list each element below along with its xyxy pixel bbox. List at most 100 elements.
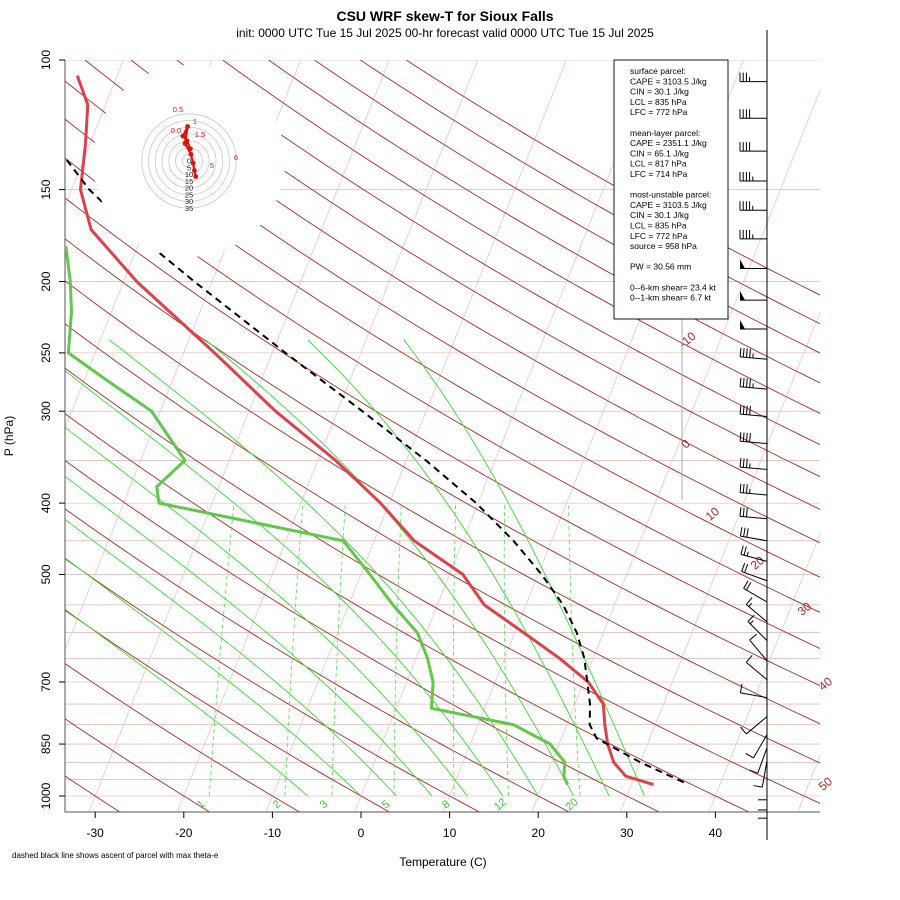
wind-barb-staff (745, 661, 768, 681)
wind-barb (745, 734, 768, 759)
wind-barb-half-flag (746, 551, 749, 557)
dewpoint-line (65, 243, 569, 786)
wind-barb-half-flag (749, 620, 754, 625)
parcel-ascent-line (65, 156, 685, 784)
info-box-line: mean-layer parcel: (630, 128, 700, 138)
hodograph-point (180, 133, 186, 139)
hodograph-ring-label: 20 (185, 184, 193, 193)
mixing-ratio-line (393, 503, 402, 797)
wind-barb-pennant (740, 319, 745, 329)
x-tick-label: -20 (175, 826, 193, 840)
hodograph-ring-label: 35 (185, 204, 193, 213)
dry-adiabat-line (176, 60, 820, 446)
wind-barb-flag (739, 683, 743, 693)
wind-barb-flag (742, 432, 745, 442)
hodograph-point-label: 6 (234, 153, 238, 162)
dry-adiabat-line (65, 238, 820, 687)
wind-barb-half-flag (748, 602, 753, 607)
wind-barb-pennant (740, 291, 745, 301)
wind-barb-flag (739, 405, 742, 415)
wind-barb-flag (742, 507, 745, 517)
wind-barb-staff (740, 492, 768, 496)
moist-adiabat-line (65, 518, 397, 797)
hodograph-point (185, 124, 191, 129)
info-box-line: CIN = 30.1 J/kg (630, 87, 689, 97)
axis-frame (64, 60, 820, 813)
info-box-line: CIN = 65.1 J/kg (630, 148, 689, 158)
wind-barb (740, 716, 768, 735)
wind-barb (739, 483, 768, 496)
hodograph-point-label: 1 (193, 117, 197, 126)
wind-barb-flag (745, 348, 748, 358)
isotherm-label: 50 (816, 774, 835, 794)
wind-barb-flag (742, 458, 745, 468)
wind-barb-flag (745, 458, 748, 468)
wind-barb-flag (747, 614, 755, 622)
wind-barb (739, 72, 767, 83)
isotherm-line (708, 533, 820, 812)
info-box-line: LCL = 835 hPa (630, 97, 687, 107)
profiles (65, 75, 685, 787)
dry-adiabat-line (268, 60, 820, 384)
info-box-line: source = 958 hPa (630, 241, 697, 251)
dry-adiabat-line (65, 508, 569, 812)
wind-barb-staff (740, 466, 768, 470)
moist-adiabat-line (403, 339, 645, 797)
hodograph-background (93, 65, 285, 257)
x-tick-label: 30 (620, 826, 634, 840)
hodograph-ring (141, 113, 237, 209)
wind-barb-staff (740, 440, 768, 445)
wind-barb (739, 142, 767, 152)
dry-adiabat-line (314, 60, 820, 354)
wind-barb-flag (740, 545, 744, 555)
isotherm-line (88, 60, 390, 812)
wind-barb-flag (753, 785, 763, 788)
wind-barb (745, 655, 768, 681)
wind-barb-staff (740, 553, 768, 562)
info-box-line: CIN = 30.1 J/kg (630, 210, 689, 220)
hodograph-ring-label: 0 (187, 157, 191, 166)
isotherm-label: -10 (676, 329, 699, 351)
wind-barb-flag (745, 378, 748, 388)
wind-barb-flag (745, 432, 748, 442)
wind-barb-flag (743, 546, 747, 556)
moist-adiabat-line (65, 557, 362, 797)
wind-barb-staff (741, 571, 768, 582)
wind-barb-flag (745, 655, 753, 663)
hodograph-ring-label: 5 (187, 163, 191, 172)
wind-barb (739, 527, 768, 542)
wind-barb-staff (740, 535, 768, 542)
wind-barb-staff (740, 692, 768, 699)
wind-barb-flag (739, 377, 742, 387)
wind-barb (740, 259, 767, 270)
wind-barb-staff (745, 716, 768, 735)
isotherm-label: 20 (748, 553, 767, 573)
x-tick-label: 20 (532, 826, 546, 840)
wind-barb-flag (749, 405, 751, 415)
wind-barb (739, 458, 768, 470)
wind-barb-staff (740, 515, 768, 520)
info-box-line: LFC = 772 hPa (630, 231, 688, 241)
x-tick-label: -30 (87, 826, 105, 840)
wind-barb-flag (749, 433, 751, 443)
wind-barb-flag (739, 507, 742, 517)
hodograph-ring (148, 120, 230, 202)
wind-barb-flag (746, 528, 749, 538)
dry-adiabat-line (406, 60, 820, 296)
wind-barb-flag (749, 378, 751, 388)
wind-barb-flag (742, 483, 745, 493)
wind-barbs (739, 30, 768, 840)
wind-barb-flag (749, 769, 758, 774)
y-tick-label: 300 (39, 401, 53, 421)
isotherm-line (797, 754, 820, 812)
wind-barb (743, 580, 768, 603)
wind-barb-flag (744, 564, 749, 573)
wind-barb-flag (749, 348, 751, 358)
isotherm-line (620, 311, 820, 812)
info-box-line: LFC = 772 hPa (630, 107, 688, 117)
